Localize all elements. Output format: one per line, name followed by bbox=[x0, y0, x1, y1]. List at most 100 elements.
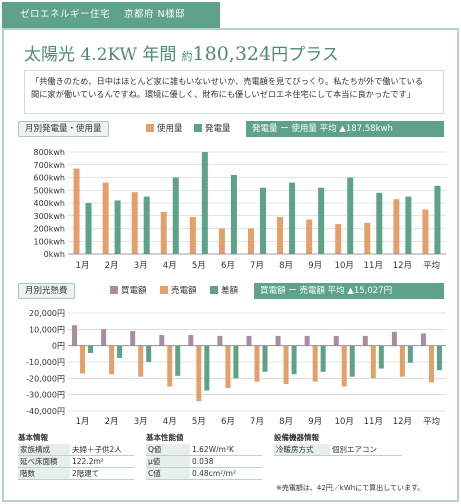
bar-差額 bbox=[291, 345, 297, 375]
x-tick-label: 5月 bbox=[192, 261, 206, 271]
x-tick-label: 1月 bbox=[76, 261, 90, 271]
headline-approx: 約 bbox=[181, 50, 193, 63]
spec-value: 1.62W/m²K bbox=[190, 444, 262, 456]
table-row: 延べ床面積 122.2m² bbox=[18, 455, 134, 468]
spec-key: 冷暖房方式 bbox=[274, 444, 330, 456]
y-tick-label: 300kwh bbox=[33, 212, 65, 221]
x-tick-label: 9月 bbox=[308, 261, 322, 271]
content-frame bbox=[2, 28, 459, 502]
spec-key: μ値 bbox=[146, 455, 190, 468]
spec-key: 延べ床面積 bbox=[18, 455, 70, 468]
bar-発電量 bbox=[376, 192, 383, 254]
bar-買電額 bbox=[333, 335, 339, 346]
x-tick-label: 5月 bbox=[192, 417, 206, 427]
bar-買電額 bbox=[275, 335, 281, 346]
y-tick-label: 100kwh bbox=[33, 237, 65, 246]
x-tick-label: 8月 bbox=[279, 417, 293, 427]
bar-売電額 bbox=[167, 345, 173, 387]
bar-使用量 bbox=[73, 168, 80, 254]
bar-差額 bbox=[320, 345, 326, 372]
y-tick-label: 10,000円 bbox=[29, 325, 65, 334]
y-tick-label: 500kwh bbox=[33, 186, 65, 195]
bar-発電量 bbox=[201, 152, 208, 254]
spec-key: 家族構成 bbox=[18, 444, 70, 456]
chart2-legend-buy-text: 買電額 bbox=[121, 286, 147, 296]
x-tick-label: 8月 bbox=[279, 261, 293, 271]
y-tick-label: 800kwh bbox=[33, 148, 65, 157]
spec-basic: 基本情報 家族構成 夫婦＋子供2人 延べ床面積 122.2m² 階数 2階建て bbox=[18, 432, 136, 480]
bar-買電額 bbox=[246, 335, 252, 346]
spec-value: 0.038 bbox=[190, 455, 262, 468]
chart2-utility-costs: 20,000円 10,000円 0円 -10,000円 -20,000円 -30,000円… bbox=[26, 309, 446, 427]
bar-買電額 bbox=[304, 335, 310, 346]
legend-swatch bbox=[110, 286, 118, 294]
bar-差額 bbox=[88, 345, 94, 354]
x-tick-label: 4月 bbox=[163, 261, 177, 271]
bar-発電量 bbox=[434, 185, 441, 254]
chart1-legend-generation: 発電量 bbox=[194, 121, 231, 137]
quote-line-1: 「共働きのため、日中はほとんど家に誰もいないせいか、売電額を見てびっくり。私たち… bbox=[31, 76, 424, 86]
bar-買電額 bbox=[130, 330, 136, 346]
bar-売電額 bbox=[254, 345, 260, 382]
spec-basic-heading: 基本情報 bbox=[18, 433, 48, 442]
bar-買電額 bbox=[217, 335, 223, 346]
spec-value: 2階建て bbox=[70, 467, 134, 480]
chart2-header: 月別光熱費 買電額 売電額 差額 買電額 ー 売電額 平均 ▲15,027円 bbox=[18, 283, 444, 299]
table-row: Q値 1.62W/m²K bbox=[146, 444, 262, 456]
bar-発電量 bbox=[114, 200, 121, 254]
y-tick-label: -10,000円 bbox=[26, 358, 65, 367]
bar-発電量 bbox=[172, 177, 179, 254]
chart1-generation-usage: 800kwh 700kwh 600kwh 500kwh 400kwh 300kwh 200k… bbox=[33, 148, 446, 271]
headline-suffix: 円プラス bbox=[271, 45, 339, 65]
x-tick-label: 4月 bbox=[163, 417, 177, 427]
x-tick-label: 12月 bbox=[393, 417, 412, 427]
x-tick-label: 7月 bbox=[250, 261, 264, 271]
x-tick-label: 平均 bbox=[423, 416, 440, 427]
spec-value: 個別エアコン bbox=[330, 444, 402, 456]
spec-key: Q値 bbox=[146, 444, 190, 456]
legend-swatch bbox=[160, 286, 168, 294]
spec-performance-table: Q値 1.62W/m²K μ値 0.038 C値 0.48cm²/m² bbox=[146, 444, 262, 480]
bar-差額 bbox=[233, 345, 239, 379]
x-tick-label: 6月 bbox=[221, 417, 235, 427]
x-tick-label: 3月 bbox=[134, 417, 148, 427]
x-tick-label: 2月 bbox=[105, 417, 119, 427]
headline-prefix: 太陽光 4.2KW 年間 bbox=[24, 45, 177, 65]
chart2-legend-buy: 買電額 bbox=[110, 283, 147, 299]
x-tick-label: 7月 bbox=[250, 417, 264, 427]
spec-value: 0.48cm²/m² bbox=[190, 467, 262, 480]
bar-売電額 bbox=[138, 345, 144, 377]
y-tick-label: -30,000円 bbox=[26, 391, 65, 400]
chart2-legend-sell-text: 売電額 bbox=[171, 286, 197, 296]
chart1-legend-usage: 使用量 bbox=[146, 121, 183, 137]
x-tick-label: 12月 bbox=[393, 261, 412, 271]
bar-売電額 bbox=[341, 345, 347, 387]
bar-差額 bbox=[204, 345, 210, 391]
spec-performance: 基本性能値 Q値 1.62W/m²K μ値 0.038 C値 0.48cm²/m² bbox=[146, 432, 264, 480]
table-row: C値 0.48cm²/m² bbox=[146, 467, 262, 480]
y-tick-label: 20,000円 bbox=[29, 309, 65, 318]
spec-key: C値 bbox=[146, 467, 190, 480]
x-tick-label: 3月 bbox=[134, 261, 148, 271]
bar-買電額 bbox=[159, 335, 165, 346]
chart2-section-label: 月別光熱費 bbox=[18, 283, 75, 299]
bar-発電量 bbox=[230, 174, 237, 254]
spec-value: 夫婦＋子供2人 bbox=[70, 444, 134, 456]
bar-売電額 bbox=[283, 345, 289, 385]
bar-買電額 bbox=[188, 335, 194, 346]
x-tick-label: 10月 bbox=[335, 261, 354, 271]
x-tick-label: 平均 bbox=[423, 260, 440, 271]
bar-差額 bbox=[175, 345, 181, 376]
chart2-legend-sell: 売電額 bbox=[160, 283, 197, 299]
bar-発電量 bbox=[85, 203, 92, 254]
quote-line-2: 間に家が働いているんですね。環境に優しく、財布にも優しいゼロエネ住宅にして本当に… bbox=[31, 89, 415, 99]
bar-買電額 bbox=[72, 325, 78, 346]
y-tick-label: 200kwh bbox=[33, 225, 65, 234]
bar-発電量 bbox=[318, 187, 325, 254]
legend-swatch bbox=[210, 286, 218, 294]
headline: 太陽光 4.2KW 年間 約180,324円プラス bbox=[24, 40, 444, 68]
footnote: ※売電額は、42円／kWhにて算出しています。 bbox=[276, 484, 425, 492]
y-tick-label: -20,000円 bbox=[26, 374, 65, 383]
y-tick-label: 600kwh bbox=[33, 174, 65, 183]
bar-売電額 bbox=[370, 345, 376, 379]
